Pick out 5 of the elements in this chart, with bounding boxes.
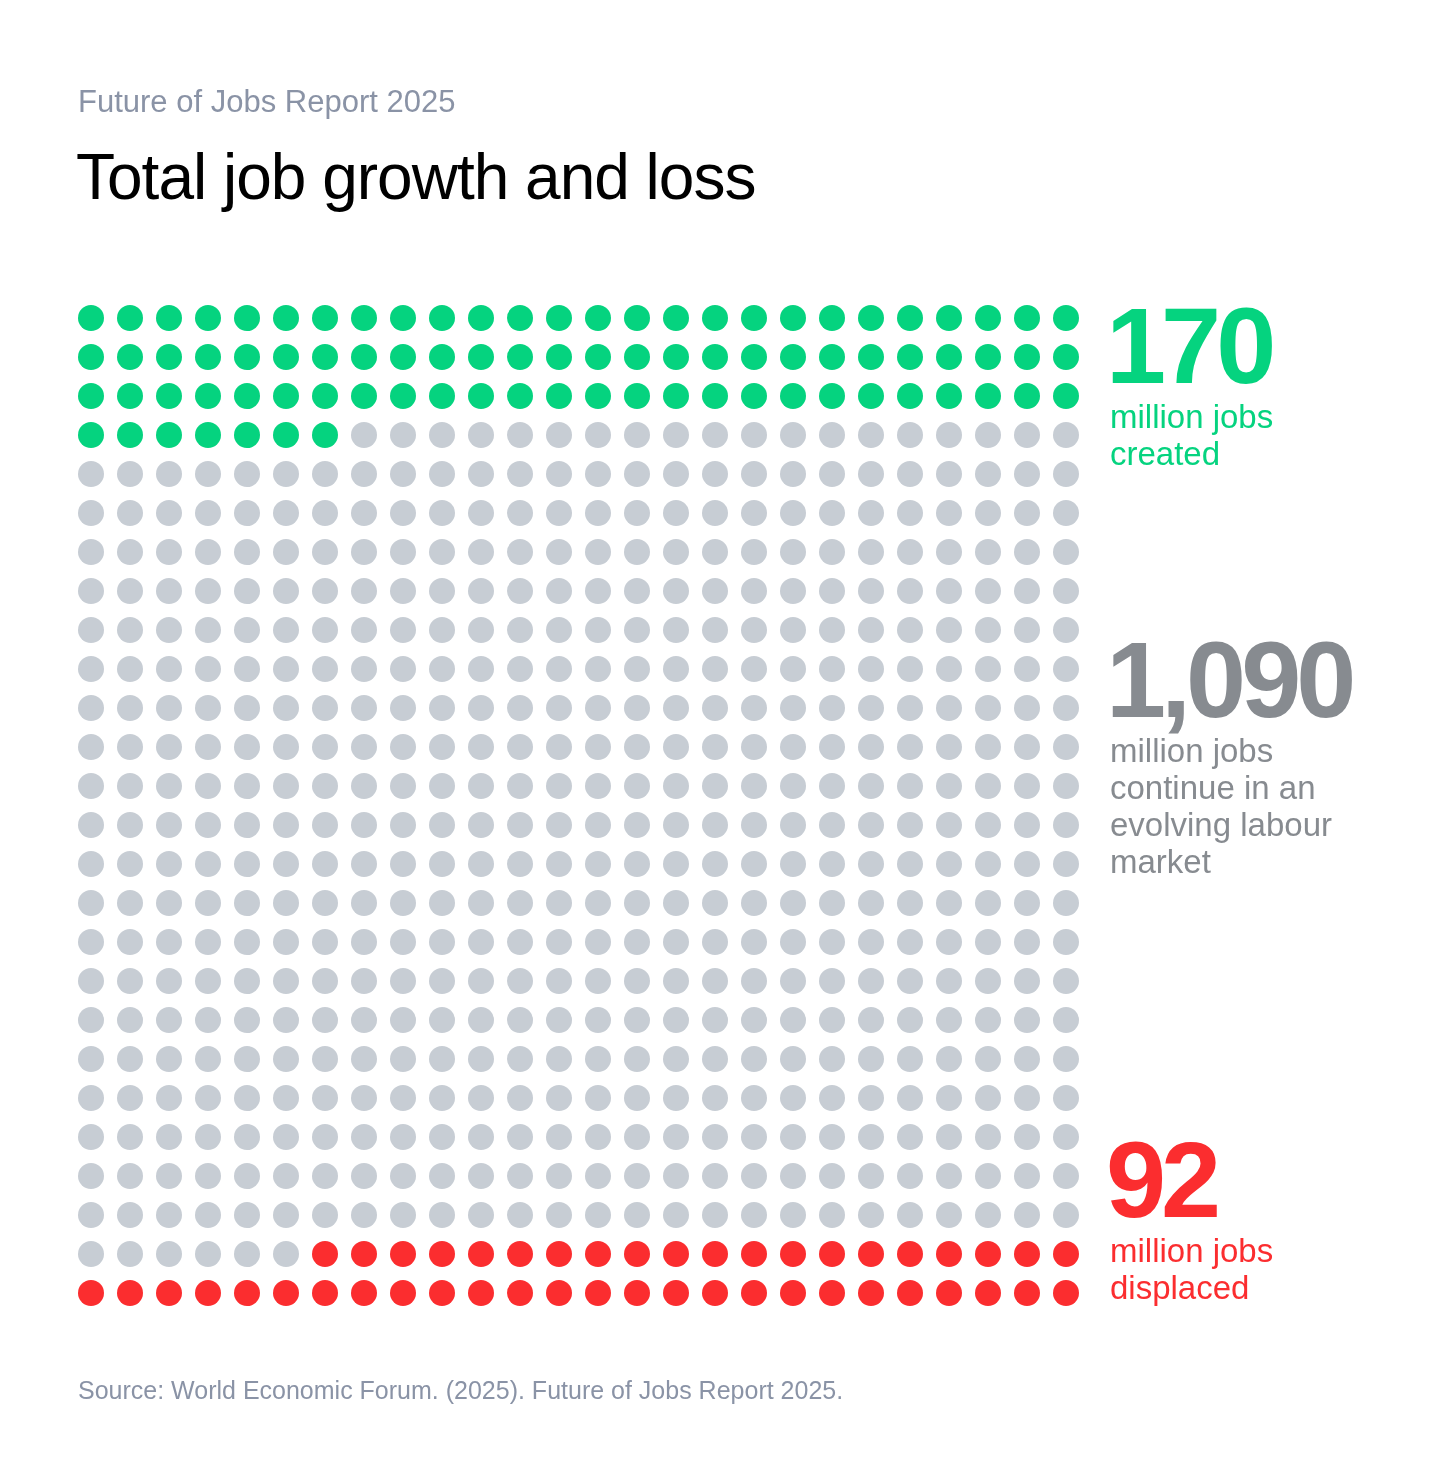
category-label: million jobs displaced <box>1110 1232 1275 1306</box>
text: Future of Jobs Report 2025 <box>78 84 456 120</box>
source-note: Source: World Economic Forum. (2025). Future of Jobs Report 2025. <box>78 1376 844 1405</box>
category-label: million jobs created <box>1110 398 1275 472</box>
text: Total job growth and loss <box>76 140 756 214</box>
